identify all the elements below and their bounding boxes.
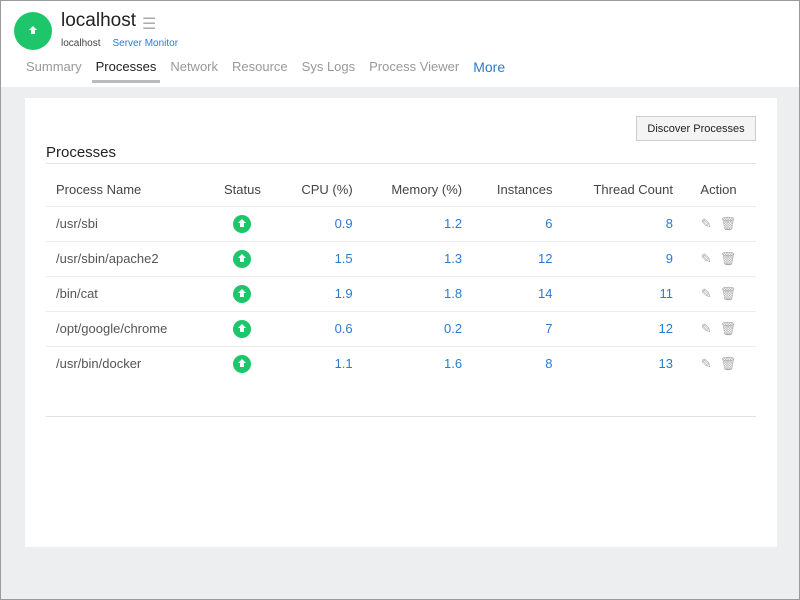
status-up-icon (233, 319, 252, 338)
col-cpu: CPU (%) (301, 182, 353, 198)
processes-panel: Discover Processes Processes Process Nam… (25, 98, 777, 547)
tab-sys-logs[interactable]: Sys Logs (301, 59, 356, 74)
cpu-value[interactable]: 1.1 (275, 345, 361, 381)
edit-pencil-icon[interactable]: ✎ (700, 250, 712, 266)
thread-count-value[interactable]: 8 (560, 205, 681, 241)
table-row: /usr/bin/docker 1.1 1.6 8 13 ✎ 🗑 (46, 345, 756, 381)
edit-pencil-icon[interactable]: ✎ (700, 320, 712, 336)
trash-icon[interactable]: 🗑 (719, 355, 737, 371)
instances-value[interactable]: 8 (470, 345, 561, 381)
col-thread-count: Thread Count (593, 182, 673, 198)
process-name: /bin/cat (46, 275, 210, 311)
status-up-icon (233, 284, 252, 303)
trash-icon[interactable]: 🗑 (719, 320, 737, 336)
section-title: Processes (46, 144, 117, 161)
thread-count-value[interactable]: 11 (560, 275, 681, 311)
memory-value[interactable]: 1.8 (360, 275, 471, 311)
edit-pencil-icon[interactable]: ✎ (700, 215, 712, 231)
memory-value[interactable]: 0.2 (360, 310, 471, 346)
table-row: /usr/sbin/apache2 1.5 1.3 12 9 ✎ 🗑 (46, 240, 756, 276)
cpu-value[interactable]: 0.9 (275, 205, 361, 241)
edit-pencil-icon[interactable]: ✎ (700, 355, 712, 371)
hamburger-menu-icon[interactable]: ☰ (142, 16, 157, 33)
status-up-icon (233, 354, 252, 373)
memory-value[interactable]: 1.3 (360, 240, 471, 276)
thread-count-value[interactable]: 12 (560, 310, 681, 346)
col-process-name: Process Name (56, 182, 142, 198)
tab-bar: Summary Processes Network Resource Sys L… (26, 59, 519, 83)
instances-value[interactable]: 7 (470, 310, 561, 346)
divider (46, 163, 756, 164)
trash-icon[interactable]: 🗑 (719, 250, 737, 266)
host-label: localhost (61, 38, 101, 49)
subtitle: localhost Server Monitor (61, 38, 178, 49)
status-up-icon (233, 214, 252, 233)
col-memory: Memory (%) (391, 182, 463, 198)
thread-count-value[interactable]: 9 (560, 240, 681, 276)
table-row: /bin/cat 1.9 1.8 14 11 ✎ 🗑 (46, 275, 756, 311)
process-name: /usr/sbin/apache2 (46, 240, 210, 276)
process-name: /usr/sbi (46, 205, 210, 241)
header: localhost ☰ localhost Server Monitor Summ… (1, 1, 799, 87)
tab-summary[interactable]: Summary (26, 59, 82, 74)
divider (46, 416, 756, 417)
instances-value[interactable]: 6 (470, 205, 561, 241)
thread-count-value[interactable]: 13 (560, 345, 681, 381)
col-instances: Instances (496, 182, 553, 198)
process-name: /opt/google/chrome (46, 310, 210, 346)
trash-icon[interactable]: 🗑 (719, 285, 737, 301)
trash-icon[interactable]: 🗑 (719, 215, 737, 231)
cpu-value[interactable]: 0.6 (275, 310, 361, 346)
process-name: /usr/bin/docker (46, 345, 210, 381)
edit-pencil-icon[interactable]: ✎ (700, 285, 712, 301)
tab-resource[interactable]: Resource (232, 59, 288, 74)
memory-value[interactable]: 1.6 (360, 345, 471, 381)
cpu-value[interactable]: 1.5 (275, 240, 361, 276)
instances-value[interactable]: 12 (470, 240, 561, 276)
discover-processes-button[interactable]: Discover Processes (636, 116, 756, 141)
table-row: /opt/google/chrome 0.6 0.2 7 12 ✎ 🗑 (46, 310, 756, 346)
tab-process-viewer[interactable]: Process Viewer (369, 59, 460, 74)
tab-more[interactable]: More (473, 59, 506, 75)
memory-value[interactable]: 1.2 (360, 205, 471, 241)
status-up-icon (233, 249, 252, 268)
cpu-value[interactable]: 1.9 (275, 275, 361, 311)
processes-table: Process Name Status CPU (%) Memory (%) I… (46, 174, 756, 381)
status-up-icon (14, 12, 52, 50)
col-action: Action (700, 182, 737, 198)
monitor-type-link[interactable]: Server Monitor (112, 38, 179, 49)
tab-processes[interactable]: Processes (91, 59, 161, 83)
tab-network[interactable]: Network (170, 59, 219, 74)
instances-value[interactable]: 14 (470, 275, 561, 311)
col-status: Status (224, 182, 261, 198)
page-title: localhost (61, 10, 136, 31)
table-row: /usr/sbi 0.9 1.2 6 8 ✎ 🗑 (46, 205, 756, 241)
